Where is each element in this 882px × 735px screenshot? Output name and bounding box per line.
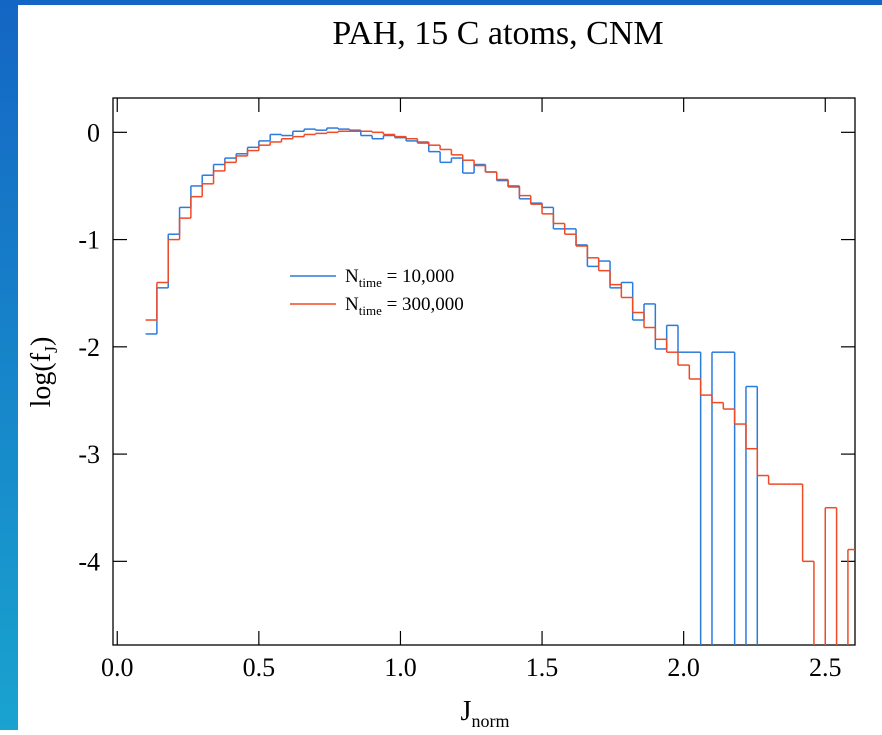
x-axis-label: Jnorm [461, 696, 510, 730]
y-tick-label: -2 [78, 333, 100, 362]
y-tick-label: -3 [78, 440, 100, 469]
legend-label: Ntime = 10,000 [345, 266, 454, 290]
legend-main: N [345, 294, 359, 315]
y-tick-label: -1 [78, 226, 100, 255]
y-tick-label: -4 [78, 547, 100, 576]
chart-title: PAH, 15 C atoms, CNM [332, 15, 663, 52]
plot-frame [112, 97, 856, 646]
x-label-sub: norm [471, 711, 509, 730]
legend-rest: = 10,000 [382, 266, 454, 287]
y-tick-label: 0 [87, 118, 100, 147]
y-axis-label: log(fJ) [26, 337, 61, 408]
legend-sub: time [359, 275, 382, 290]
x-tick-label: 2.0 [667, 653, 700, 682]
chart-background [18, 5, 882, 730]
y-label-end: ) [26, 337, 57, 346]
x-tick-label: 1.5 [526, 653, 559, 682]
legend-sub: time [359, 303, 382, 318]
legend-rest: = 300,000 [382, 294, 464, 315]
x-tick-label: 0.0 [101, 653, 134, 682]
y-label-sub: J [41, 346, 61, 353]
legend-main: N [345, 266, 359, 287]
legend-label: Ntime = 300,000 [345, 294, 464, 318]
series [145, 130, 855, 645]
x-tick-label: 1.0 [384, 653, 417, 682]
x-label-main: J [461, 696, 472, 727]
x-tick-label: 0.5 [243, 653, 276, 682]
x-tick-label: 2.5 [809, 653, 842, 682]
y-label-main: log(f [26, 352, 57, 407]
